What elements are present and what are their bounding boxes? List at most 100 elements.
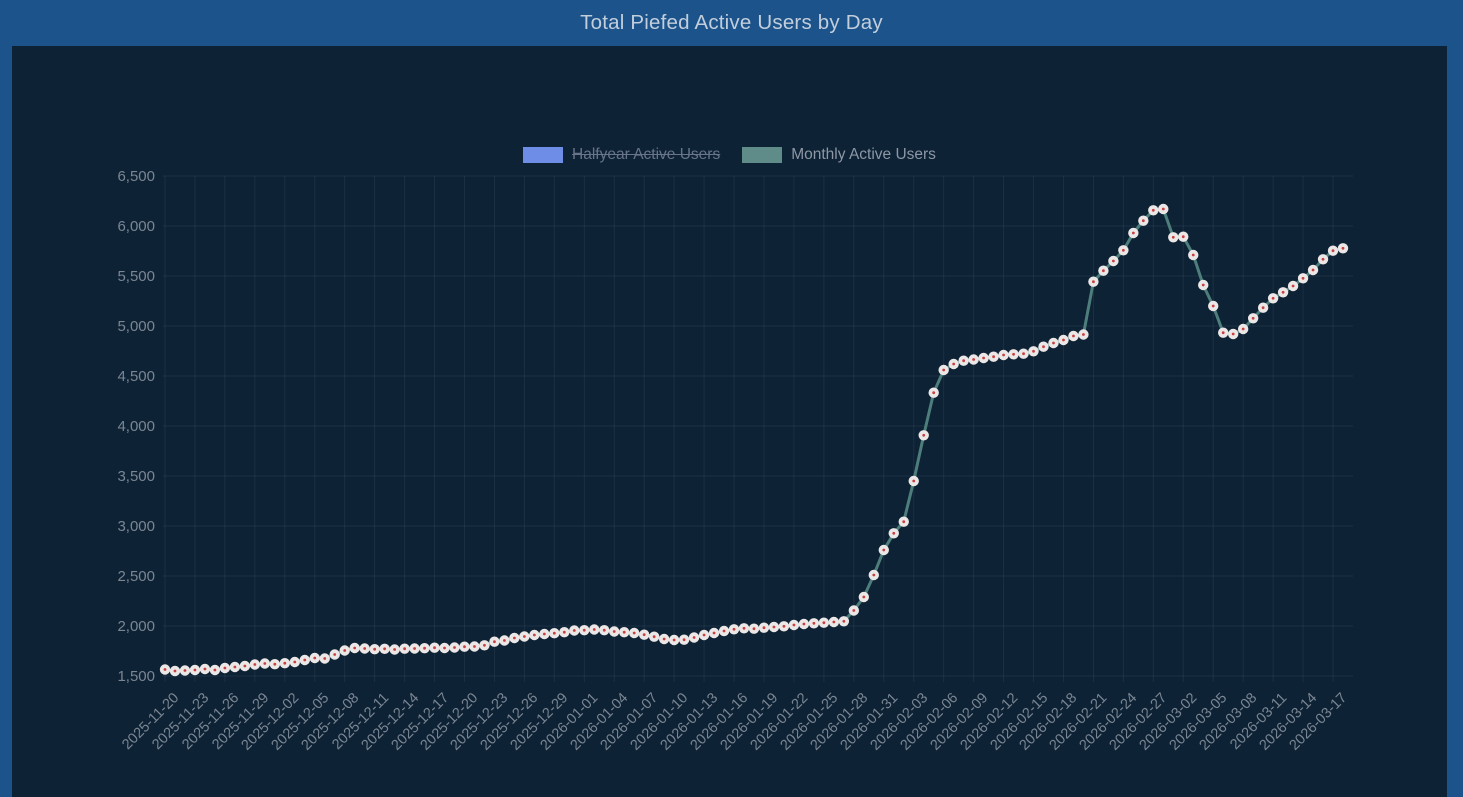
data-point-center [622, 630, 626, 634]
line-chart-canvas[interactable] [12, 46, 1447, 797]
data-point-center [582, 628, 586, 632]
data-point-center [303, 658, 307, 662]
data-point-center [223, 666, 227, 670]
data-point-center [642, 633, 646, 637]
data-point-center [882, 548, 886, 552]
data-point-center [243, 664, 247, 668]
data-point-center [1291, 284, 1295, 288]
data-point-center [742, 626, 746, 630]
data-point-center [333, 653, 337, 656]
data-point-center [782, 624, 786, 628]
y-axis-tick-label: 5,000 [117, 317, 155, 335]
data-point-center [1022, 352, 1025, 356]
data-point-center [1241, 327, 1245, 331]
data-point-center [1301, 276, 1305, 280]
data-point-center [1271, 296, 1275, 300]
data-point-center [752, 627, 756, 631]
data-point-center [692, 636, 696, 639]
data-point-center [1012, 352, 1015, 356]
data-point-center [892, 531, 896, 535]
data-point-center [1062, 338, 1065, 342]
data-point-center [532, 633, 536, 637]
data-point-center [592, 628, 596, 631]
data-point-center [1201, 283, 1205, 287]
data-point-center [363, 647, 367, 650]
data-point-center [1032, 349, 1035, 353]
data-point-center [403, 647, 406, 651]
data-point-center [522, 635, 526, 638]
data-point-center [293, 660, 297, 664]
data-point-center [792, 623, 796, 627]
data-point-center [1231, 332, 1235, 336]
legend-item-monthly[interactable]: Monthly Active Users [742, 146, 936, 164]
series-line-monthly-active-users [163, 207, 1345, 673]
data-point-center [1311, 268, 1315, 272]
data-point-center [852, 609, 856, 612]
data-point-center [183, 669, 187, 672]
data-point-center [483, 643, 486, 647]
data-point-center [922, 433, 926, 437]
data-point-center [862, 595, 866, 599]
data-point-center [652, 635, 656, 639]
data-point-center [912, 479, 916, 483]
data-point-center [632, 631, 636, 635]
window-title-bar: Total Piefed Active Users by Day [0, 0, 1463, 46]
data-point-center [373, 647, 377, 651]
data-point-center [1141, 219, 1145, 223]
y-axis-tick-label: 4,500 [117, 367, 155, 385]
chart-panel: Halfyear Active Users Monthly Active User… [12, 46, 1447, 797]
data-point-center [812, 621, 816, 625]
data-point-center [842, 619, 846, 623]
data-point-center [552, 631, 556, 635]
data-point-center [972, 358, 976, 361]
data-point-center [1131, 231, 1135, 235]
data-point-center [1092, 280, 1095, 284]
data-point-center [872, 573, 876, 577]
y-axis-tick-label: 2,000 [117, 617, 155, 635]
data-point-center [163, 668, 167, 671]
data-point-center [822, 621, 826, 625]
data-point-center [572, 629, 576, 632]
y-axis-tick-label: 2,500 [117, 567, 155, 585]
y-axis-tick-label: 6,500 [117, 167, 155, 185]
data-point-center [992, 355, 995, 359]
y-axis-tick-label: 3,500 [117, 467, 155, 485]
legend-label-halfyear: Halfyear Active Users [572, 146, 721, 163]
data-point-center [323, 657, 327, 660]
data-point-center [213, 668, 217, 672]
data-point-center [313, 656, 317, 660]
data-point-center [1341, 246, 1345, 250]
data-point-center [1002, 353, 1005, 357]
chart-legend: Halfyear Active Users Monthly Active User… [12, 146, 1447, 164]
data-point-center [233, 665, 237, 669]
data-point-center [413, 647, 416, 650]
data-point-center [612, 630, 616, 633]
data-point-center [1171, 235, 1175, 239]
y-axis-tick-label: 3,000 [117, 517, 155, 535]
data-point-center [1121, 248, 1125, 252]
y-axis-tick-label: 5,500 [117, 267, 155, 285]
legend-label-monthly: Monthly Active Users [791, 146, 936, 163]
data-point-center [253, 663, 257, 666]
data-point-center [832, 620, 836, 624]
data-point-center [433, 646, 436, 650]
legend-swatch-halfyear [523, 147, 564, 163]
data-point-center [383, 647, 387, 651]
data-point-center [562, 630, 566, 634]
data-point-center [393, 648, 397, 651]
data-point-center [662, 637, 666, 641]
data-point-center [443, 646, 446, 650]
data-point-center [273, 662, 277, 666]
data-point-center [263, 662, 267, 665]
data-point-center [1211, 304, 1215, 308]
data-point-center [1221, 331, 1225, 335]
data-point-center [712, 631, 716, 635]
data-point-center [1082, 333, 1085, 336]
legend-item-halfyear[interactable]: Halfyear Active Users [523, 146, 720, 164]
legend-swatch-monthly [742, 147, 783, 163]
data-point-center [1052, 341, 1055, 345]
data-point-center [942, 368, 946, 372]
data-point-center [453, 646, 456, 649]
data-point-center [1251, 316, 1255, 320]
